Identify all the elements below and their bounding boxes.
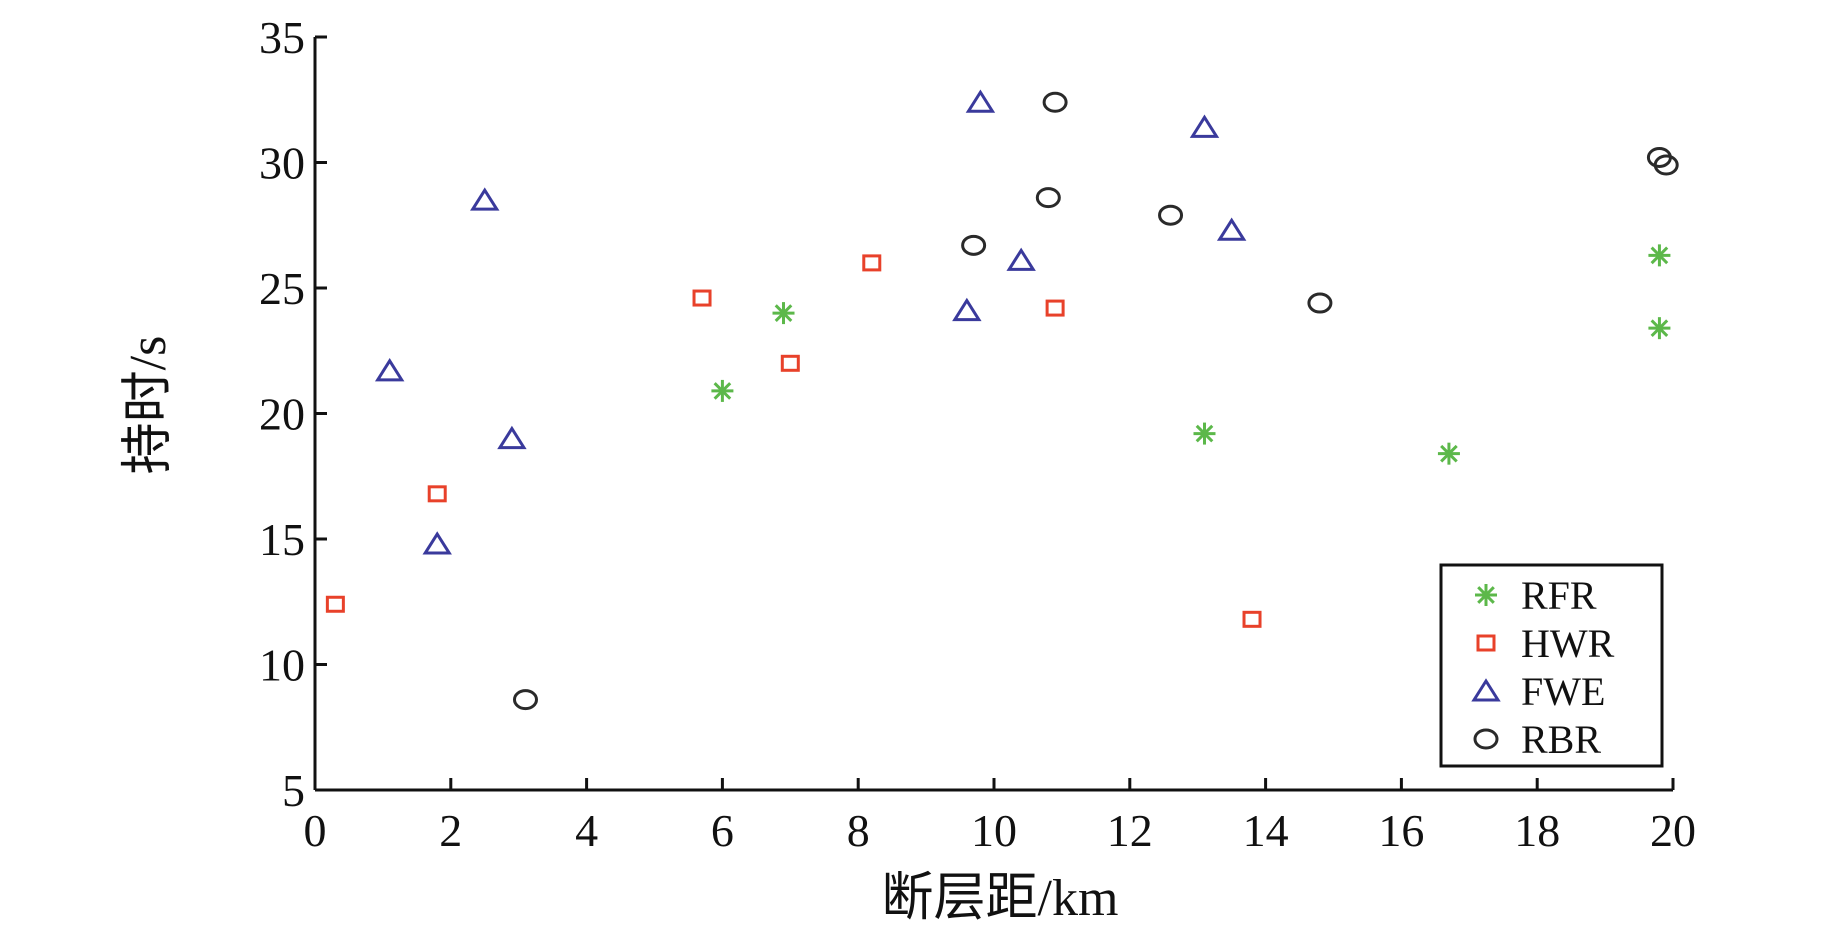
x-tick-label: 16 [1378, 805, 1424, 856]
data-points [325, 89, 1679, 711]
hwr-point [692, 289, 712, 307]
legend-marker-rfr [1475, 584, 1497, 606]
fwe-point [952, 297, 982, 322]
x-tick-label: 8 [847, 805, 870, 856]
rbr-point [1307, 292, 1333, 314]
y-tick-label: 35 [259, 12, 305, 63]
rbr-point [1653, 154, 1679, 176]
series-fwe [374, 89, 1247, 555]
x-tick-label: 4 [575, 805, 598, 856]
hwr-point [427, 485, 447, 503]
x-tick-label: 2 [439, 805, 462, 856]
x-tick-label: 14 [1243, 805, 1289, 856]
hwr-point [780, 354, 800, 372]
ticks: 0 2 4 6 8 10 12 14 16 18 20 5 10 15 20 25 30 35 [259, 12, 1696, 856]
fwe-point [497, 425, 527, 450]
series-rbr [512, 91, 1679, 711]
legend-marker-hwr [1476, 634, 1496, 652]
legend-marker-rbr [1473, 728, 1499, 750]
asterisk-stroke [1195, 424, 1214, 443]
x-axis-title: 断层距/km [882, 870, 1119, 927]
x-tick-label: 20 [1650, 805, 1696, 856]
rfr-point [772, 302, 795, 325]
asterisk-stroke [774, 304, 793, 322]
hwr-point [862, 254, 882, 272]
rbr-point [1158, 204, 1184, 226]
asterisk-stroke [1477, 586, 1495, 604]
rbr-point [1042, 91, 1068, 113]
rfr-point [1437, 442, 1460, 465]
rfr-point [711, 379, 734, 402]
hwr-point [1045, 299, 1065, 317]
y-tick-label: 15 [259, 514, 305, 565]
x-tick-label: 12 [1107, 805, 1153, 856]
x-tick-label: 0 [304, 805, 327, 856]
fwe-point [374, 358, 405, 382]
fwe-point [422, 531, 452, 555]
rfr-point [1193, 422, 1216, 445]
y-tick-label: 5 [282, 765, 305, 816]
y-tick-label: 25 [259, 263, 305, 314]
legend-label-fwe: FWE [1521, 669, 1605, 714]
rbr-point [961, 234, 987, 256]
rfr-point [1648, 244, 1671, 267]
asterisk-stroke [713, 382, 732, 400]
legend-marker-fwe [1471, 678, 1501, 702]
legend-label-hwr: HWR [1521, 621, 1615, 666]
fwe-point [470, 187, 500, 211]
fwe-point [1216, 217, 1247, 241]
rfr-point [1648, 317, 1671, 340]
asterisk-stroke [1440, 444, 1458, 463]
x-tick-label: 18 [1514, 805, 1560, 856]
series-rfr [711, 244, 1671, 465]
asterisk-stroke [1650, 319, 1669, 337]
asterisk-stroke [1650, 246, 1669, 265]
y-tick-label: 10 [259, 640, 305, 691]
x-tick-label: 10 [971, 805, 1017, 856]
x-tick-label: 6 [711, 805, 734, 856]
series-hwr [325, 254, 1262, 628]
hwr-point [325, 595, 345, 613]
legend-label-rfr: RFR [1521, 573, 1597, 618]
legend-label-rbr: RBR [1521, 717, 1601, 762]
hwr-point [1242, 610, 1262, 628]
y-tick-label: 30 [259, 138, 305, 189]
y-axis-title: 持时/s [120, 336, 177, 475]
fwe-point [965, 89, 996, 113]
rbr-point [1035, 187, 1061, 209]
rbr-point [512, 689, 538, 711]
fwe-point [1189, 114, 1220, 138]
fwe-point [1006, 247, 1036, 271]
y-tick-label: 20 [259, 389, 305, 440]
